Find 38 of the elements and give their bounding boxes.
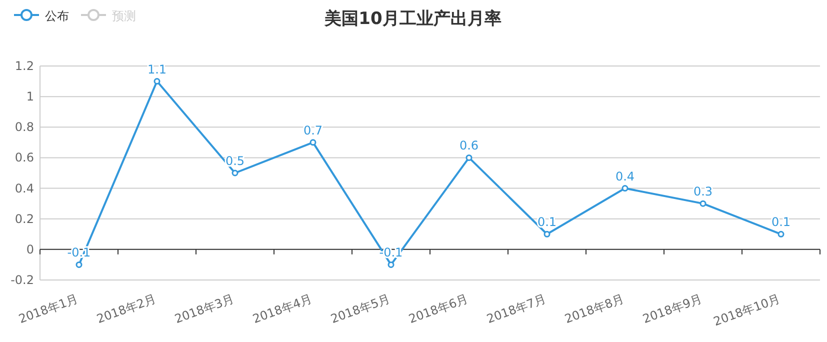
- data-label: 0.1: [771, 215, 791, 230]
- x-tick-label: 2018年10月: [712, 292, 782, 329]
- data-label: 0.3: [693, 184, 713, 199]
- y-tick-label: -0.2: [10, 273, 34, 287]
- data-label: 0.5: [225, 154, 245, 168]
- x-tick-label: 2018年2月: [94, 292, 158, 326]
- point: [232, 170, 238, 176]
- point: [466, 154, 472, 161]
- point: [544, 230, 550, 238]
- y-tick-label: 0: [26, 242, 34, 256]
- y-tick-label: 0.8: [14, 120, 34, 134]
- point: [622, 185, 628, 192]
- data-label: 1.1: [147, 62, 167, 76]
- x-tick-label: 2018年1月: [16, 292, 80, 326]
- y-tick-label: 1: [26, 90, 34, 104]
- chart-title: 美国10月工业产出月率: [324, 9, 502, 29]
- x-tick-label: 2018年8月: [562, 292, 626, 326]
- y-tick-label: 0.2: [14, 212, 34, 226]
- y-tick-label: 0.4: [14, 181, 34, 196]
- y-tick-label: 0.6: [14, 150, 34, 165]
- point: [778, 230, 784, 238]
- x-tick-label: 2018年6月: [406, 292, 470, 326]
- point: [388, 261, 394, 268]
- x-tick-label: 2018年3月: [172, 292, 236, 326]
- point: [700, 200, 706, 207]
- x-tick-label: 2018年7月: [484, 292, 548, 326]
- data-label: 0.4: [615, 169, 635, 184]
- x-tick-label: 2018年4月: [250, 292, 314, 326]
- data-label: 0.1: [537, 215, 557, 230]
- x-tick-label: 2018年9月: [640, 292, 704, 326]
- point: [76, 261, 82, 268]
- data-label: 0.6: [459, 138, 479, 153]
- x-tick-label: 2018年5月: [328, 292, 392, 326]
- point: [154, 78, 160, 85]
- point: [310, 139, 316, 146]
- y-tick-label: 1.2: [14, 59, 34, 73]
- data-label: 0.7: [303, 123, 323, 138]
- legend-label: 公布: [45, 9, 69, 23]
